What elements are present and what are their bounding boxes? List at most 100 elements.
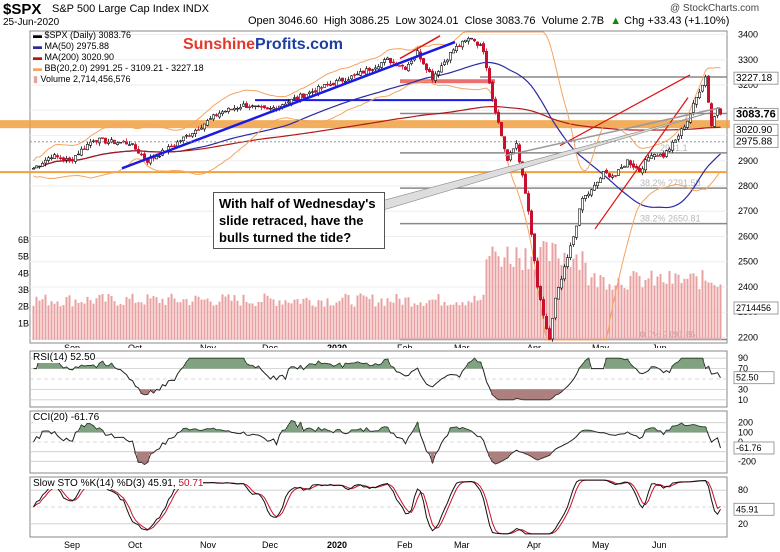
volume-bar [110,295,113,340]
candle-body [493,98,497,113]
volume-bar [494,251,497,340]
candle-body [598,177,602,183]
cci-panel: 2001000-100-200-61.76 [29,410,775,474]
candle-body [511,148,515,154]
volume-bar [224,296,227,340]
volume-bar [602,276,605,340]
volume-bar [38,300,41,340]
candle-body [92,140,96,143]
bb-lower [33,80,721,341]
candle-body [298,93,302,100]
candle-body [212,114,216,120]
volume-bar [332,305,335,340]
month-label-bottom: Oct [128,540,143,550]
volume-bar [164,304,167,340]
candle-body [499,122,503,137]
volume-bar [41,299,44,340]
candle-body [286,101,290,104]
candle-body [514,143,518,149]
candle-body [373,67,377,70]
volume-bar [686,278,689,340]
candle-body [239,107,243,110]
volume-bar [92,303,95,340]
candle-body [592,184,596,191]
candle-body [179,140,183,142]
candle-body [31,168,35,170]
volume-bar [248,303,251,340]
volume-bar [32,305,35,340]
volume-axis-label: 4B [18,268,29,278]
candle-body [538,285,542,301]
candle-body [454,46,458,52]
oversold-fill [140,389,563,400]
volume-bar [80,302,83,340]
candle-body [532,233,536,262]
candle-body [343,81,347,83]
volume-bar [476,300,479,340]
candle-body [580,198,584,211]
candle-body [191,133,195,137]
candle-body [173,145,177,147]
price-axis-label: 2700 [738,206,758,216]
volume-bar [350,304,353,340]
volume-bar [209,301,212,340]
month-label-bottom: Sep [64,540,80,550]
candle-body [406,63,410,72]
month-label: 2020 [327,343,347,348]
candle-body [200,127,204,130]
volume-bar [611,289,614,340]
volume-bar [545,242,548,340]
candle-body [709,103,713,127]
candle-body [292,97,296,99]
volume-bar [620,284,623,340]
candle-body [664,150,668,157]
volume-bar [146,294,149,340]
candle-body [322,84,326,88]
volume-bar [533,269,536,340]
candle-body [508,152,512,161]
fib-label: 38.2% 2650.81 [640,214,701,224]
volume-bar [116,305,119,340]
volume-bar [605,289,608,340]
volume-bar [353,306,356,340]
volume-bar [269,298,272,340]
legend-ma200: ▬ MA(200) 3020.90 [33,52,115,62]
sto-label: Slow STO %K(14) %D(3) 45.91, 50.71 [33,478,204,489]
volume-bar [692,273,695,340]
candle-body [385,57,389,61]
candle-body [562,266,566,280]
volume-bar [233,295,236,340]
volume-bar [389,301,392,340]
candle-body [472,38,476,42]
month-label: Jun [652,343,667,348]
candle-body [718,108,722,115]
volume-bar [308,300,311,340]
candle-body [655,155,659,157]
volume-bar [320,300,323,340]
volume-bar [263,293,266,340]
candle-body [95,140,99,143]
volume-bar [143,304,146,340]
sto-panel: 80502045.91SepOctNovDec2020FebMarAprMayJ… [29,476,775,550]
red-trendline-rise [594,97,689,230]
indicator-tag: -61.76 [736,443,762,453]
candle-body [233,108,237,111]
candle-body [574,225,578,238]
legend-volume: ▮ Volume 2,714,456,576 [33,74,131,84]
stockcharts-credit[interactable]: @ StockCharts.com [670,3,760,14]
candle-body [541,299,545,316]
candle-body [712,116,716,127]
candle-body [104,137,108,144]
candle-body [553,297,557,319]
volume-bar [428,300,431,340]
candle-body [619,167,623,169]
volume-bar [563,252,566,340]
volume-bar [425,303,428,340]
volume-bar [368,299,371,340]
volume-bar [503,257,506,340]
volume-bar [695,276,698,340]
indicator-axis-label: 200 [738,418,753,428]
candle-body [715,108,719,116]
volume-bar [50,301,53,340]
price-axis-label: 2900 [738,156,758,166]
